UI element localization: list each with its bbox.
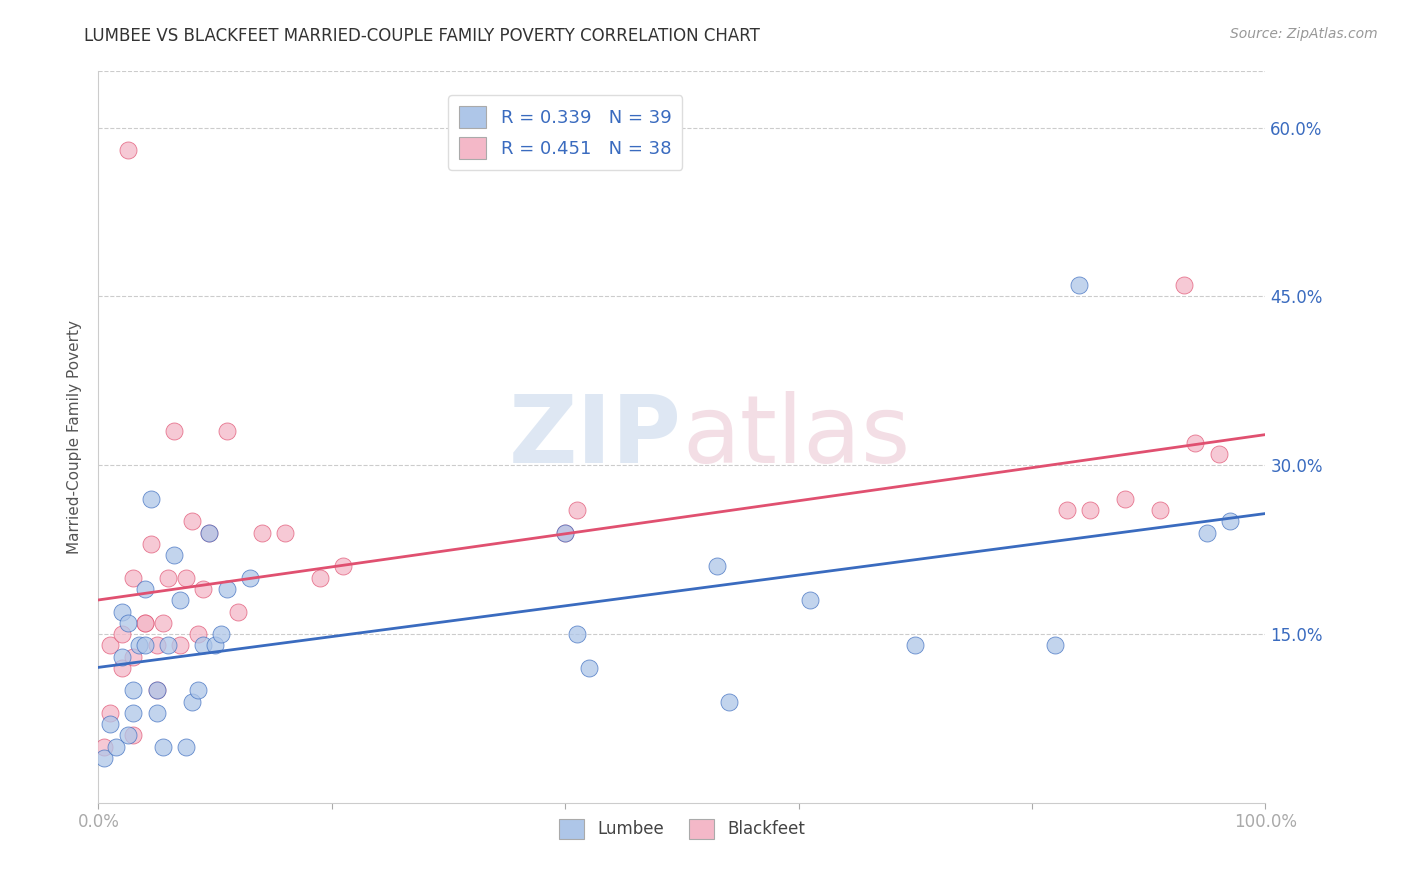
Point [93,739,115,754]
Point [578,661,600,675]
Point [193,638,215,652]
Legend: Lumbee, Blackfeet: Lumbee, Blackfeet [553,812,811,846]
Point [93,751,115,765]
Point [98,638,121,652]
Point [117,728,139,742]
Point [250,525,273,540]
Point [146,683,169,698]
Point [111,649,134,664]
Point [134,615,156,630]
Point [146,638,169,652]
Point [157,638,180,652]
Text: ZIP: ZIP [509,391,682,483]
Point [274,525,297,540]
Point [799,593,821,607]
Point [565,503,588,517]
Point [332,559,354,574]
Point [204,638,226,652]
Y-axis label: Married-Couple Family Poverty: Married-Couple Family Poverty [67,320,83,554]
Point [134,638,156,652]
Point [1045,638,1067,652]
Point [174,739,197,754]
Point [134,582,156,596]
Point [122,683,145,698]
Point [157,571,180,585]
Point [1114,491,1136,506]
Point [554,525,576,540]
Point [122,728,145,742]
Point [169,638,191,652]
Point [163,425,186,439]
Point [209,627,232,641]
Text: atlas: atlas [682,391,910,483]
Point [1195,525,1218,540]
Point [706,559,728,574]
Point [180,694,202,708]
Point [193,582,215,596]
Point [565,627,588,641]
Point [174,571,197,585]
Point [198,525,221,540]
Point [1184,435,1206,450]
Point [152,615,174,630]
Point [139,537,162,551]
Point [239,571,262,585]
Point [117,615,139,630]
Point [128,638,150,652]
Point [717,694,740,708]
Point [187,627,209,641]
Point [169,593,191,607]
Text: Source: ZipAtlas.com: Source: ZipAtlas.com [1230,27,1378,41]
Point [104,739,127,754]
Point [134,615,156,630]
Point [1056,503,1078,517]
Point [1067,278,1090,293]
Point [122,571,145,585]
Point [152,739,174,754]
Point [1149,503,1171,517]
Point [111,661,134,675]
Point [1208,447,1230,461]
Point [215,582,238,596]
Point [187,683,209,698]
Point [139,491,162,506]
Point [146,683,169,698]
Point [122,649,145,664]
Point [1219,515,1241,529]
Point [198,525,221,540]
Point [98,717,121,731]
Point [146,706,169,720]
Point [117,143,139,157]
Point [122,706,145,720]
Point [180,515,202,529]
Point [111,627,134,641]
Point [163,548,186,562]
Point [1173,278,1195,293]
Point [1080,503,1102,517]
Point [215,425,238,439]
Point [111,605,134,619]
Point [904,638,927,652]
Point [98,706,121,720]
Point [309,571,332,585]
Point [554,525,576,540]
Point [228,605,250,619]
Text: LUMBEE VS BLACKFEET MARRIED-COUPLE FAMILY POVERTY CORRELATION CHART: LUMBEE VS BLACKFEET MARRIED-COUPLE FAMIL… [84,27,761,45]
